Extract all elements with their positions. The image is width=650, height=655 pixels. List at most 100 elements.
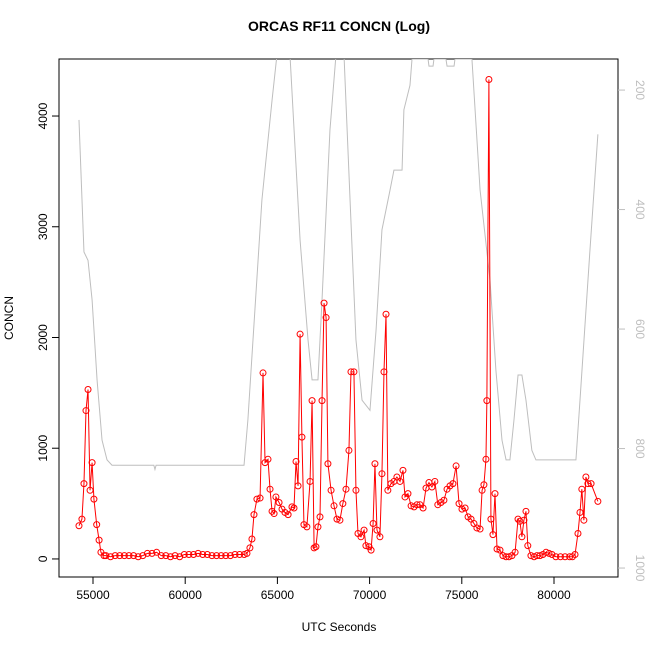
data-point xyxy=(143,549,151,557)
data-point xyxy=(120,552,128,560)
data-point xyxy=(93,521,101,529)
data-point xyxy=(342,485,350,493)
data-point xyxy=(298,433,306,441)
data-point xyxy=(574,529,582,537)
data-point xyxy=(88,459,96,467)
data-point xyxy=(95,536,103,544)
data-point xyxy=(116,552,124,560)
data-point xyxy=(292,458,300,466)
chart-title: ORCAS RF11 CONCN (Log) xyxy=(248,18,430,34)
y2-tick-label: 400 xyxy=(633,200,647,220)
y-tick-label: 1000 xyxy=(36,435,50,462)
data-point xyxy=(270,510,278,518)
y-tick-label: 4000 xyxy=(36,102,50,129)
data-point xyxy=(505,553,513,561)
data-point xyxy=(100,552,108,560)
data-point xyxy=(134,553,142,561)
data-point xyxy=(250,511,258,519)
data-point xyxy=(330,502,338,510)
data-point xyxy=(350,368,358,376)
data-point xyxy=(316,513,324,521)
y-axis-label: CONCN xyxy=(2,296,16,340)
data-point xyxy=(166,553,174,561)
data-point xyxy=(243,549,251,557)
data-point xyxy=(491,490,499,498)
data-point xyxy=(294,482,302,490)
data-point xyxy=(357,533,365,541)
data-point xyxy=(362,542,370,550)
data-point xyxy=(248,535,256,543)
data-point xyxy=(82,407,90,415)
data-point xyxy=(487,515,495,523)
data-point xyxy=(576,508,584,516)
data-point xyxy=(180,551,188,559)
data-point xyxy=(259,369,267,377)
data-point xyxy=(378,470,386,478)
data-point xyxy=(275,498,283,506)
data-point xyxy=(455,500,463,508)
data-point xyxy=(516,517,524,525)
data-point xyxy=(404,490,412,498)
data-point xyxy=(413,501,421,509)
data-point xyxy=(399,466,407,474)
data-point xyxy=(90,495,98,503)
data-point xyxy=(171,552,179,560)
series-line xyxy=(78,79,599,558)
data-point xyxy=(449,480,457,488)
data-point xyxy=(189,551,197,559)
data-point xyxy=(431,477,439,485)
data-point xyxy=(485,75,493,83)
data-point xyxy=(246,544,254,552)
data-point xyxy=(107,553,115,561)
y-tick-label: 3000 xyxy=(36,213,50,240)
data-point xyxy=(203,551,211,559)
data-point xyxy=(290,504,298,512)
data-point xyxy=(185,551,193,559)
data-point xyxy=(373,526,381,534)
data-point xyxy=(256,494,264,502)
data-point xyxy=(461,504,469,512)
data-point xyxy=(578,485,586,493)
data-point xyxy=(80,480,88,488)
data-point xyxy=(548,551,556,559)
data-point xyxy=(380,368,388,376)
data-point xyxy=(272,493,280,501)
data-point xyxy=(582,473,590,481)
data-point xyxy=(482,455,490,463)
data-point xyxy=(264,455,272,463)
data-point xyxy=(314,523,322,531)
data-point xyxy=(580,516,588,524)
data-point xyxy=(308,397,316,405)
data-point xyxy=(324,460,332,468)
data-point xyxy=(217,552,225,560)
data-point xyxy=(213,552,221,560)
y2-tick-label: 200 xyxy=(633,80,647,100)
y2-tick-label: 1000 xyxy=(633,555,647,582)
data-point xyxy=(318,397,326,405)
data-point xyxy=(367,546,375,554)
data-point xyxy=(476,525,484,533)
data-point xyxy=(296,330,304,338)
data-point xyxy=(524,542,532,550)
data-point xyxy=(556,553,564,561)
data-point xyxy=(303,523,311,531)
x-axis-label: UTC Seconds xyxy=(302,620,377,634)
data-point xyxy=(536,552,544,560)
data-point xyxy=(480,481,488,489)
y-tick-label: 2000 xyxy=(36,324,50,351)
data-point xyxy=(369,520,377,528)
data-point xyxy=(102,552,110,560)
data-point xyxy=(75,522,83,530)
data-point xyxy=(268,507,276,515)
data-point xyxy=(157,552,165,560)
data-point xyxy=(333,515,341,523)
data-point xyxy=(310,544,318,552)
data-point xyxy=(440,496,448,504)
data-point xyxy=(347,368,355,376)
data-point xyxy=(84,386,92,394)
data-point xyxy=(130,552,138,560)
data-point xyxy=(208,552,216,560)
data-point xyxy=(584,480,592,488)
data-point xyxy=(153,548,161,556)
data-point xyxy=(371,460,379,468)
